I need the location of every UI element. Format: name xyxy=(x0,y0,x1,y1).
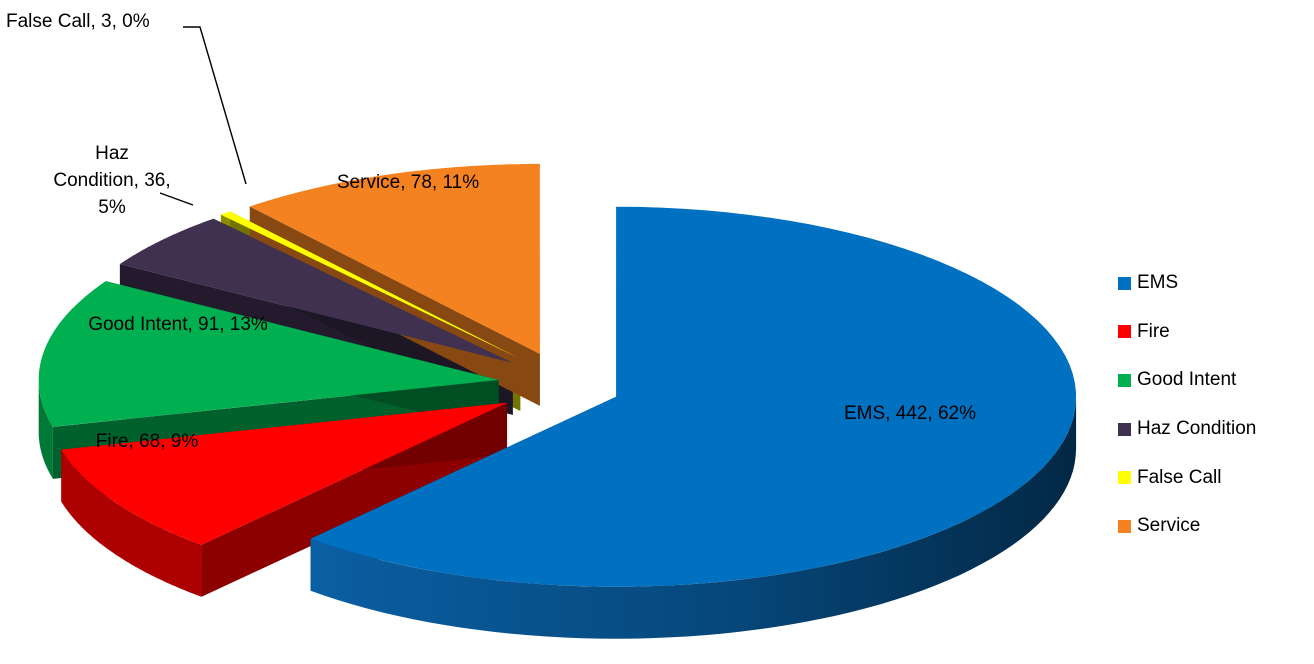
data-label-haz-condition: Haz Condition, 36, 5% xyxy=(53,143,170,218)
legend-swatch-ems xyxy=(1118,276,1131,290)
legend-label-ems: EMS xyxy=(1137,272,1179,294)
data-label-ems: EMS, 442, 62% xyxy=(844,403,976,424)
legend-swatch-fire xyxy=(1118,325,1131,339)
data-label-line-good-intent-0: Good Intent, 91, 13% xyxy=(88,314,268,335)
legend-item-fire[interactable]: Fire xyxy=(1118,308,1256,357)
legend-swatch-haz-condition xyxy=(1118,422,1131,436)
slice-good-intent[interactable] xyxy=(38,281,499,427)
legend-label-false-call: False Call xyxy=(1137,466,1222,488)
legend-label-good-intent: Good Intent xyxy=(1137,369,1237,391)
data-label-line-ems-0: EMS, 442, 62% xyxy=(844,403,976,424)
legend-label-service: Service xyxy=(1137,515,1201,537)
data-label-line-service-0: Service, 78, 11% xyxy=(337,172,479,193)
data-label-fire: Fire, 68, 9% xyxy=(96,431,199,452)
legend-label-fire: Fire xyxy=(1137,320,1170,342)
legend-swatch-good-intent xyxy=(1118,373,1131,387)
legend-item-good-intent[interactable]: Good Intent xyxy=(1118,356,1256,405)
legend-swatch-false-call xyxy=(1118,471,1131,485)
data-label-line-haz-condition-0: Haz xyxy=(95,143,129,164)
slice-wall-good-intent-0 xyxy=(38,379,53,479)
legend-label-haz-condition: Haz Condition xyxy=(1137,418,1257,440)
leader-line-false-call xyxy=(183,26,247,185)
legend-item-false-call[interactable]: False Call xyxy=(1118,453,1256,502)
data-label-service: Service, 78, 11% xyxy=(337,172,479,193)
slice-wall-fire-0 xyxy=(61,449,202,597)
data-label-good-intent: Good Intent, 91, 13% xyxy=(88,314,268,335)
data-label-false-call: False Call, 3, 0% xyxy=(6,11,150,32)
legend-item-service[interactable]: Service xyxy=(1118,502,1256,551)
leader-line-haz-condition xyxy=(159,192,194,206)
data-label-line-haz-condition-2: 5% xyxy=(98,197,126,218)
data-label-line-haz-condition-1: Condition, 36, xyxy=(53,170,170,191)
data-label-line-fire-0: Fire, 68, 9% xyxy=(96,431,199,452)
legend: EMS Fire Good Intent Haz Condition False… xyxy=(1118,259,1256,551)
slice-service[interactable] xyxy=(249,163,540,354)
slice-wall-ems-0 xyxy=(310,396,1077,639)
slice-false-call[interactable] xyxy=(220,211,521,359)
legend-swatch-service xyxy=(1118,519,1131,533)
data-label-line-false-call-0: False Call, 3, 0% xyxy=(6,11,150,32)
legend-item-ems[interactable]: EMS xyxy=(1118,259,1256,308)
slice-haz-condition[interactable] xyxy=(119,218,513,363)
slice-ems[interactable] xyxy=(310,206,1077,587)
slice-fire[interactable] xyxy=(61,402,508,545)
legend-item-haz-condition[interactable]: Haz Condition xyxy=(1118,405,1256,454)
